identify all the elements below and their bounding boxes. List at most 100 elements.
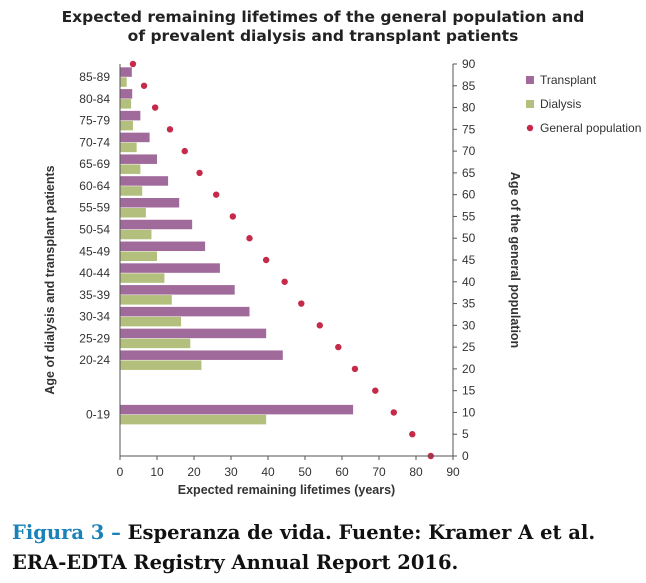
x-tick-label: 20 [187,465,201,479]
x-tick-label: 90 [446,465,460,479]
legend-swatch-general-population [526,124,534,132]
population-dots-group [129,60,434,460]
population-point-75 [166,126,174,133]
bar-chart: 85-89 80-84 75-79 70-74 65-69 60-64 55-59 50-54… [43,57,641,497]
y-tick-label-left: 0-19 [86,408,110,422]
x-tick-label: 0 [117,465,124,479]
transplant-bar-30-34 [120,306,250,317]
legend: Transplant Dialysis General population [526,73,641,135]
y-tick-label-right: 80 [462,101,476,115]
population-point-25 [335,343,342,351]
x-axis-title: Expected remaining lifetimes (years) [178,483,395,497]
figure-caption: Figura 3 – Esperanza de vida. Fuente: Kr… [12,518,632,578]
y-tick-label-right: 70 [462,144,476,158]
y-tick-label-left: 70-74 [79,135,110,149]
dialysis-bar-45-49 [120,251,157,262]
legend-label: Dialysis [540,97,581,111]
y-tick-label-left: 40-44 [79,266,110,280]
population-point-20 [351,365,359,373]
y-tick-label-right: 85 [462,79,476,93]
population-point-85 [140,82,148,89]
bars-group: 85-89 80-84 75-79 70-74 65-69 60-64 55-59 50-54… [79,67,354,425]
y-tick-label-right: 5 [462,427,469,441]
dialysis-bar-30-34 [120,316,182,327]
transplant-bar-35-39 [120,285,235,295]
population-point-10 [390,409,397,416]
y-tick-label-right: 10 [462,405,476,419]
y-tick-label-right: 90 [462,57,476,71]
transplant-bar-45-49 [120,241,206,252]
y-tick-label-right: 50 [462,231,476,245]
x-tick-label: 30 [224,465,238,479]
legend-swatch-transplant [526,76,534,84]
y-tick-label-right: 55 [462,209,476,223]
population-point-80 [151,104,159,111]
y-tick-label-left: 75-79 [79,114,110,128]
y-tick-label-right: 60 [462,188,476,202]
population-point-60 [213,191,220,198]
y-tick-label-right: 75 [462,122,476,136]
population-point-5 [409,431,416,438]
dialysis-bar-55-59 [120,207,146,218]
y-tick-label-right: 15 [462,384,476,398]
population-point-55 [229,213,237,220]
population-point-90 [129,60,137,68]
population-point-35 [298,300,305,307]
dialysis-bar-25-29 [120,338,191,349]
y-axis-title-left: Age of dialysis and transplant patients [43,165,57,394]
y-tick-label-right: 20 [462,362,476,376]
dialysis-bar-0-19 [120,414,267,425]
axes-group: 0 10 20 30 40 50 60 70 80 90051015202530354045505… [117,57,476,479]
transplant-bar-50-54 [120,219,193,230]
y-axis-title-right: Age of the general population [508,172,522,348]
transplant-bar-25-29 [120,328,267,339]
dialysis-bar-20-24 [120,360,202,370]
dialysis-bar-60-64 [120,186,143,196]
y-tick-label-left: 60-64 [79,179,110,193]
y-tick-label-left: 55-59 [79,201,110,215]
x-tick-label: 40 [261,465,275,479]
population-point-50 [246,235,253,242]
transplant-bar-70-74 [120,132,150,143]
x-tick-label: 50 [298,465,312,479]
transplant-bar-40-44 [120,263,220,273]
dialysis-bar-50-54 [120,229,152,240]
dialysis-bar-70-74 [120,142,137,153]
dialysis-bar-40-44 [120,273,165,283]
y-tick-label-right: 0 [462,449,469,463]
x-tick-label: 70 [372,465,386,479]
y-tick-label-left: 80-84 [79,92,110,106]
transplant-bar-65-69 [120,154,157,164]
y-tick-label-left: 50-54 [79,223,110,237]
transplant-bar-20-24 [120,350,283,360]
y-tick-label-left: 85-89 [79,70,110,84]
y-tick-label-right: 45 [462,253,476,267]
population-point-70 [181,147,188,155]
population-point-65 [196,169,203,177]
population-point-45 [262,256,270,264]
y-tick-label-right: 65 [462,166,476,180]
dialysis-bar-80-84 [120,99,132,109]
transplant-bar-60-64 [120,176,169,186]
population-point-15 [372,387,379,394]
figure-label: Figura 3 – [12,521,121,544]
figure-caption-text: Esperanza de vida. Fuente: Kramer A et a… [12,521,596,574]
dialysis-bar-75-79 [120,120,133,131]
transplant-bar-0-19 [120,404,354,415]
transplant-bar-55-59 [120,197,180,208]
transplant-bar-80-84 [120,89,133,99]
y-tick-label-left: 45-49 [79,244,110,258]
chart-title-line-2: of prevalent dialysis and transplant pat… [127,27,519,45]
population-point-40 [281,278,288,285]
y-tick-label-left: 65-69 [79,157,110,171]
dialysis-bar-85-89 [120,77,127,87]
x-tick-label: 80 [409,465,423,479]
y-tick-label-right: 35 [462,297,476,311]
legend-label: Transplant [540,73,597,87]
x-tick-label: 10 [150,465,164,479]
dialysis-bar-65-69 [120,164,141,174]
dialysis-bar-35-39 [120,295,172,305]
y-tick-label-left: 30-34 [79,310,110,324]
y-tick-label-right: 25 [462,340,476,354]
x-tick-label: 60 [335,465,349,479]
